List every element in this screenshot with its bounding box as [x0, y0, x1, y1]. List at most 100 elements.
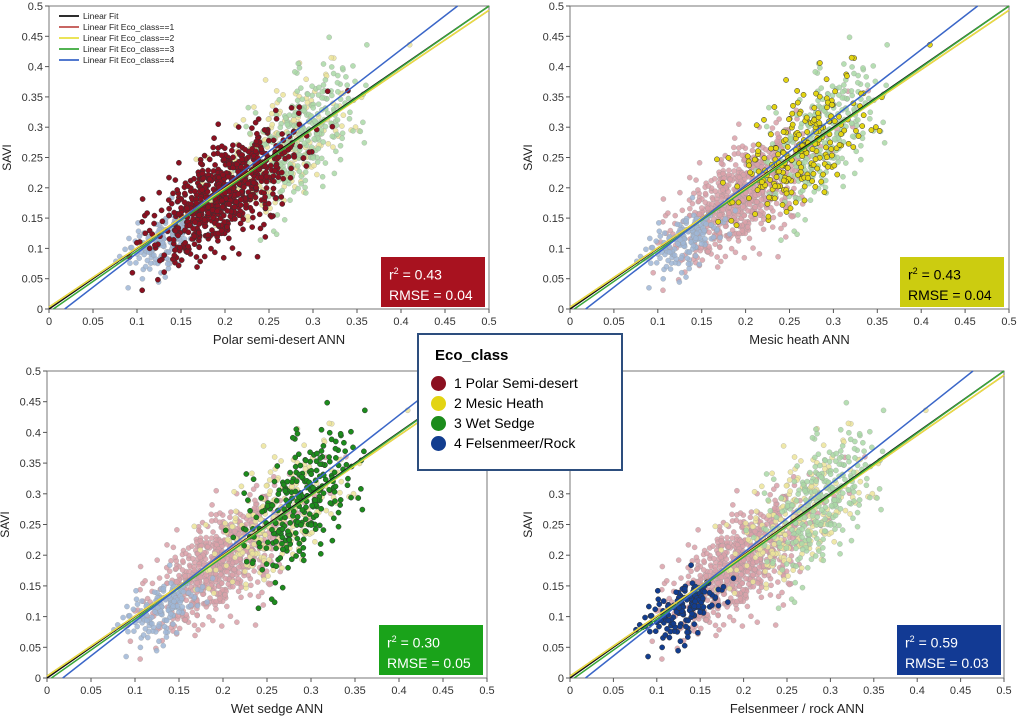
data-point-class3 — [802, 159, 808, 165]
data-point-class3 — [276, 97, 283, 103]
data-point-class3-highlight — [242, 526, 249, 533]
y-axis-label: SAVI — [0, 511, 12, 537]
data-point-class1-highlight — [253, 138, 260, 145]
data-point-class1 — [748, 613, 754, 620]
data-point-class4 — [686, 265, 692, 272]
data-point-class1 — [182, 573, 188, 579]
data-point-class3-highlight — [317, 455, 324, 461]
data-point-class1-highlight — [235, 191, 242, 197]
data-point-class2 — [339, 123, 345, 129]
y-tick-label: 0.2 — [549, 183, 564, 195]
data-point-class2 — [733, 567, 740, 573]
data-point-class4 — [161, 623, 168, 630]
data-point-class1-highlight — [258, 174, 265, 181]
data-point-class3 — [836, 101, 842, 107]
data-point-class1-highlight — [242, 146, 248, 153]
data-point-class1-highlight — [152, 242, 158, 249]
data-point-class3-highlight — [282, 488, 289, 495]
data-point-class3-highlight — [287, 469, 293, 476]
data-point-class4 — [653, 238, 659, 244]
data-point-class3-highlight — [312, 497, 319, 503]
data-point-class1-highlight — [285, 146, 292, 153]
data-point-class1-highlight — [220, 212, 227, 219]
data-point-class4 — [179, 604, 186, 610]
data-point-class1-highlight — [227, 213, 234, 220]
data-point-class1 — [747, 201, 753, 207]
data-point-class3-highlight — [309, 502, 315, 509]
data-point-class1 — [758, 196, 765, 203]
data-point-class2 — [222, 520, 228, 527]
data-point-class1-highlight — [191, 175, 197, 182]
data-point-class1 — [182, 616, 189, 623]
data-point-class2-highlight — [844, 73, 850, 79]
data-point-class2-highlight — [715, 218, 722, 225]
data-point-class1-highlight — [219, 197, 225, 204]
data-point-class3-highlight — [275, 491, 282, 497]
data-point-class1-highlight — [270, 137, 277, 144]
data-point-class2-highlight — [800, 91, 807, 98]
x-tick-label: 0.5 — [479, 685, 494, 697]
data-point-class2-highlight — [818, 178, 825, 185]
data-point-class1 — [698, 205, 705, 211]
data-point-class4 — [653, 260, 660, 266]
data-point-class1-highlight — [258, 146, 265, 153]
data-point-class1 — [744, 224, 751, 230]
data-point-class1 — [718, 538, 725, 544]
data-point-class1-highlight — [219, 203, 226, 210]
data-point-class1-highlight — [199, 206, 206, 213]
data-point-class1 — [758, 202, 765, 208]
data-point-class3-highlight — [290, 508, 297, 515]
data-point-class2-highlight — [767, 176, 773, 183]
data-point-class4 — [151, 589, 158, 595]
x-tick-label: 0.45 — [954, 316, 975, 328]
data-point-class4 — [209, 575, 216, 582]
data-point-class1 — [247, 491, 253, 498]
data-point-class1-highlight — [133, 239, 140, 246]
data-point-class1-highlight — [306, 149, 313, 156]
data-point-class1 — [700, 567, 707, 573]
data-point-class1 — [705, 205, 711, 212]
data-point-class3-highlight — [294, 535, 301, 542]
x-tick-label: 0.05 — [603, 316, 624, 328]
y-tick-label: 0.25 — [22, 153, 43, 165]
data-point-class2 — [718, 547, 724, 553]
data-point-class1 — [236, 564, 242, 570]
data-point-class3 — [840, 183, 846, 190]
data-point-class3 — [295, 163, 301, 169]
data-point-class1 — [712, 567, 719, 574]
data-point-class2-highlight — [714, 156, 720, 163]
data-point-class1-highlight — [291, 154, 298, 160]
data-point-class3-highlight — [314, 450, 320, 457]
x-tick-label: 0.3 — [305, 316, 320, 328]
data-point-class3-highlight — [337, 497, 344, 503]
data-point-class1-highlight — [172, 177, 179, 183]
data-point-class1 — [752, 216, 759, 222]
data-point-class1 — [737, 510, 744, 516]
x-tick-label: 0.2 — [217, 316, 232, 328]
y-tick-label: 0.4 — [28, 62, 43, 74]
data-point-class1-highlight — [249, 125, 255, 131]
y-tick-label: 0.45 — [22, 31, 43, 43]
y-tick-label: 0.15 — [22, 213, 43, 225]
data-point-class1 — [768, 582, 774, 589]
data-point-class3-highlight — [333, 455, 339, 461]
data-point-class2-highlight — [801, 183, 808, 190]
data-point-class1 — [724, 578, 730, 584]
data-point-class2-highlight — [816, 120, 823, 126]
data-point-class1 — [712, 188, 719, 195]
data-point-class2-highlight — [735, 199, 742, 206]
data-point-class1-highlight — [197, 160, 204, 167]
x-tick-label: 0 — [567, 316, 573, 328]
x-tick-label: 0.4 — [393, 316, 408, 328]
data-point-class1 — [176, 572, 182, 579]
data-point-class1 — [695, 187, 701, 193]
data-point-class1-highlight — [278, 194, 285, 200]
data-point-class1-highlight — [191, 188, 198, 195]
data-point-class1 — [180, 558, 186, 564]
data-point-class1-highlight — [211, 249, 218, 256]
data-point-class1-highlight — [230, 154, 236, 161]
data-point-class1-highlight — [176, 159, 182, 166]
data-point-class1 — [678, 575, 684, 581]
data-point-class4 — [692, 253, 699, 259]
data-point-class1-highlight — [279, 131, 285, 137]
